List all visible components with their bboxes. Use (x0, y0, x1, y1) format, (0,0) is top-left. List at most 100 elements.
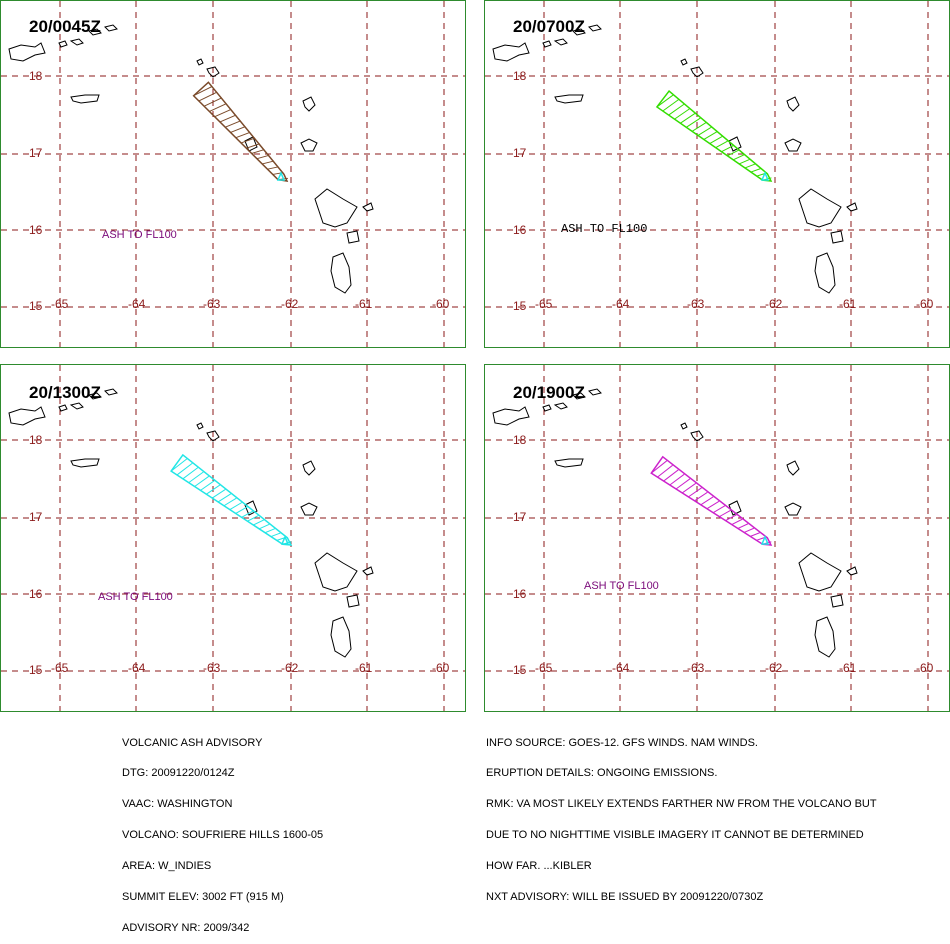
advisory-line: VOLCANO: SOUFRIERE HILLS 1600-05 (122, 829, 324, 842)
ash-plume-hatch (738, 158, 750, 165)
lat-label-18: 18 (513, 433, 527, 447)
map-panel-4: 20/1900Z 18 17 16 15 -65 -64 -63 -62 -61… (484, 364, 950, 712)
ash-plume-hatch (217, 493, 232, 503)
lon-label--61: -61 (355, 297, 373, 311)
ash-plume-hatch (694, 491, 708, 502)
ash-plume-hatch (709, 136, 723, 144)
lon-label--63: -63 (203, 661, 221, 675)
ash-plume-hatch (685, 117, 701, 128)
island-virgin-islands-3 (572, 28, 586, 36)
ash-plume-hatch (669, 473, 685, 486)
advisory-line: ADVISORY NR: 2009/342 (122, 921, 250, 934)
ash-plume-hatch (750, 532, 760, 537)
advisory-line: DUE TO NO NIGHTTIME VISIBLE IMAGERY IT C… (486, 829, 864, 842)
island-marie-galante (346, 594, 360, 608)
island-virgin-islands-1 (58, 40, 68, 48)
ash-plume-hatch (703, 131, 718, 140)
advisory-line: RMK: VA MOST LIKELY EXTENDS FARTHER NW F… (486, 798, 877, 811)
lat-label-16: 16 (513, 587, 527, 601)
ash-plume-hatch (681, 482, 697, 494)
island-nevis (728, 500, 742, 516)
volcano-marker-icon (760, 171, 770, 181)
lon-label--64: -64 (612, 661, 630, 675)
ash-plume-hatch (262, 160, 274, 165)
island-st-martin (690, 66, 704, 78)
island-virgin-islands-3 (88, 392, 102, 400)
island-guadeloupe (314, 552, 358, 592)
ash-plume-hatch (267, 166, 279, 170)
island-marie-galante (830, 594, 844, 608)
ash-plume-hatch (662, 99, 679, 112)
island-barbuda (302, 96, 316, 112)
ash-plume-hatch (737, 523, 749, 529)
island-st-croix (70, 94, 100, 104)
ash-plume-hatch (240, 137, 256, 144)
island-dominica (814, 252, 836, 294)
ash-plume-hatch (715, 140, 728, 149)
island-virgin-islands-4 (104, 388, 118, 396)
lat-label-17: 17 (29, 146, 43, 160)
lon-label--65: -65 (51, 661, 69, 675)
advisory-line: ERUPTION DETAILS: ONGOING EMISSIONS. (486, 767, 718, 780)
map-canvas (1, 365, 465, 711)
ash-plume-hatch (235, 506, 248, 514)
island-marie-galante (346, 230, 360, 244)
lat-label-18: 18 (29, 69, 43, 83)
volcano-marker-icon (280, 535, 290, 545)
ash-plume-hatch (230, 126, 246, 133)
island-barbuda (786, 96, 800, 112)
island-virgin-islands-4 (588, 24, 602, 32)
island-saba (196, 422, 204, 430)
ash-plume-hatch (668, 103, 685, 116)
island-virgin-islands-2 (69, 38, 84, 46)
lat-label-18: 18 (513, 69, 527, 83)
island-st-martin (690, 430, 704, 442)
ash-plume-hatch (176, 462, 193, 476)
lon-label--64: -64 (128, 661, 146, 675)
ash-plume-hatch (674, 108, 690, 120)
map-canvas (485, 365, 949, 711)
ash-plume-hatch (700, 496, 714, 506)
ash-plume-hatch (247, 515, 259, 522)
island-puerto-rico-east (8, 406, 46, 426)
island-st-martin (206, 430, 220, 442)
island-virgin-islands-3 (572, 392, 586, 400)
ash-plume-hatch (203, 97, 223, 107)
ash-plume-hatch (727, 149, 739, 157)
ash-plume-hatch (750, 168, 761, 173)
ash-plume-hatch (744, 163, 756, 169)
advisory-line: NXT ADVISORY: WILL BE ISSUED BY 20091220… (486, 891, 764, 904)
map-canvas (1, 1, 465, 347)
lon-label--62: -62 (765, 661, 783, 675)
ash-plume-hatch (229, 502, 243, 511)
island-virgin-islands-2 (69, 402, 84, 410)
lon-label--64: -64 (128, 297, 146, 311)
ash-plume-hatch (194, 475, 210, 487)
ash-plume-hatch (725, 514, 737, 522)
ash-plume-hatch (706, 500, 720, 510)
ash-plume-hatch (235, 131, 251, 139)
advisory-left: VOLCANIC ASH ADVISORY DTG: 20091220/0124… (122, 717, 323, 944)
island-st-croix (70, 458, 100, 468)
ash-plume-hatch (182, 467, 199, 480)
ash-plume-outline (192, 81, 289, 182)
ash-plume-hatch (657, 464, 673, 478)
lon-label--63: -63 (687, 661, 705, 675)
ash-plume-hatch (688, 487, 702, 498)
advisory-line: INFO SOURCE: GOES-12. GFS WINDS. NAM WIN… (486, 736, 758, 749)
ash-plume-hatch (209, 103, 227, 112)
island-st-croix (554, 94, 584, 104)
lon-label--61: -61 (355, 661, 373, 675)
ash-plume-outline (655, 89, 773, 182)
ash-plume-hatch (241, 510, 254, 518)
lon-label--60: -60 (432, 297, 450, 311)
ash-plume-hatch (246, 143, 260, 149)
ash-plume-hatch (719, 509, 731, 518)
island-st-croix (554, 458, 584, 468)
island-puerto-rico-east (492, 406, 530, 426)
ash-label: ASH TO FL100 (98, 591, 173, 603)
lon-label--63: -63 (203, 297, 221, 311)
lat-label-15: 15 (29, 663, 43, 677)
ash-plume-hatch (721, 145, 734, 153)
ash-plume-hatch (680, 113, 696, 124)
